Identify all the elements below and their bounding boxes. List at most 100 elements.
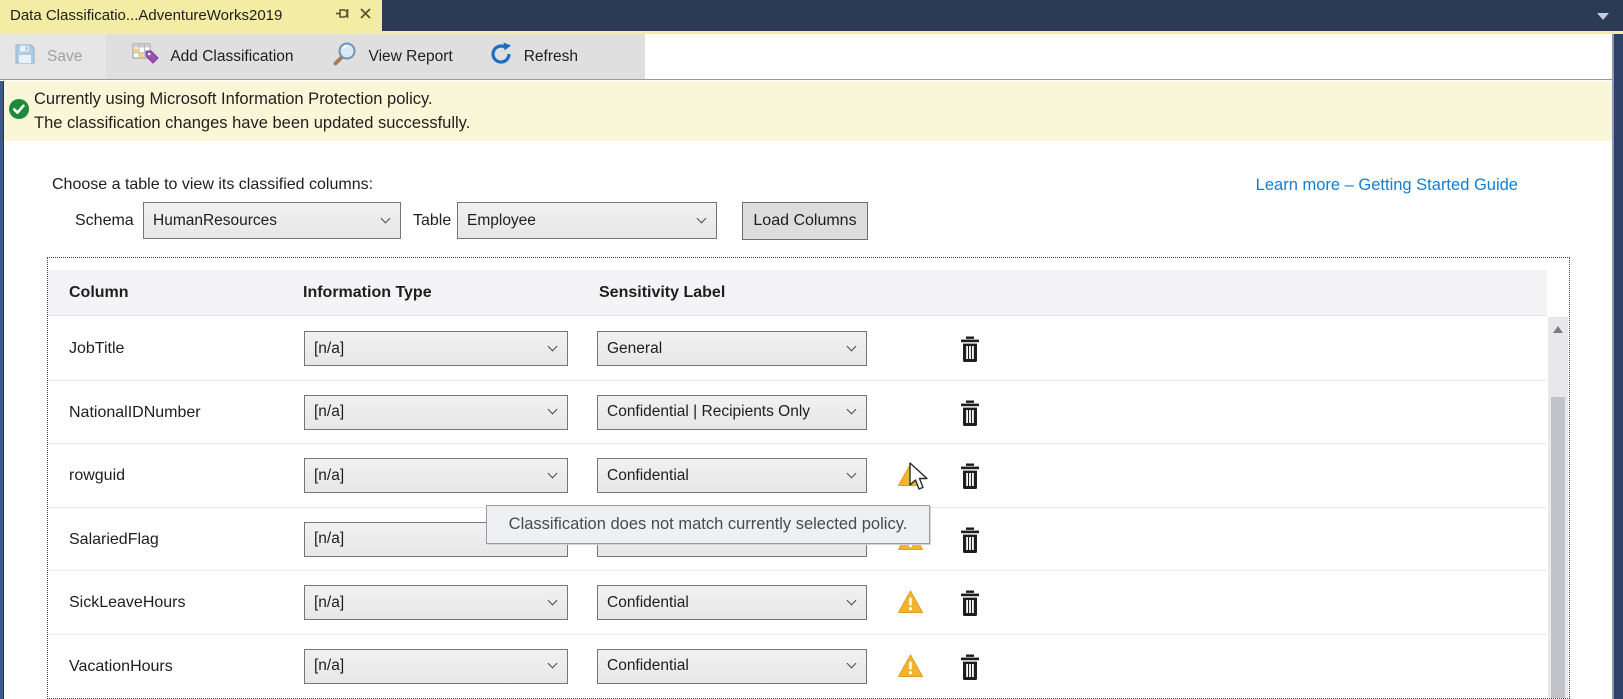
column-name: SickLeaveHours bbox=[69, 594, 186, 612]
warning-icon[interactable] bbox=[897, 653, 924, 680]
scrollbar-thumb[interactable] bbox=[1551, 397, 1565, 698]
column-name: JobTitle bbox=[69, 340, 125, 357]
chevron-down-icon bbox=[547, 404, 558, 415]
choose-table-instruction: Choose a table to view its classified co… bbox=[52, 176, 374, 193]
chevron-down-icon bbox=[547, 595, 558, 606]
chevron-down-icon bbox=[846, 341, 857, 351]
delete-classification-button[interactable] bbox=[958, 527, 982, 553]
table-row: NationalIDNumber [n/a] Confidential | Re… bbox=[48, 380, 1547, 445]
toolbar-row: Save Add Classification bbox=[0, 34, 1612, 80]
close-icon[interactable] bbox=[359, 7, 372, 25]
refresh-button[interactable]: Refresh bbox=[467, 34, 592, 79]
table-value: Employee bbox=[467, 211, 536, 229]
chevron-down-icon bbox=[846, 659, 857, 669]
save-icon bbox=[14, 43, 36, 70]
chevron-down-icon bbox=[547, 659, 558, 669]
view-report-label: View Report bbox=[368, 47, 453, 65]
table-row: VacationHours [n/a] Confidential bbox=[48, 634, 1547, 698]
banner-line2: The classification changes have been upd… bbox=[34, 114, 471, 132]
add-classification-label: Add Classification bbox=[170, 47, 294, 65]
sensitivity-value: General bbox=[607, 339, 663, 357]
information-type-value: [n/a] bbox=[314, 403, 345, 421]
policy-mismatch-tooltip: Classification does not match currently … bbox=[486, 505, 930, 544]
header-sensitivity-label: Sensitivity Label bbox=[599, 284, 726, 301]
information-type-select[interactable]: [n/a] bbox=[304, 331, 568, 366]
status-banner: Currently using Microsoft Information Pr… bbox=[0, 81, 1612, 141]
information-type-value: [n/a] bbox=[314, 339, 345, 357]
information-type-select[interactable]: [n/a] bbox=[304, 458, 568, 494]
delete-classification-button[interactable] bbox=[958, 400, 982, 426]
column-name: SalariedFlag bbox=[69, 530, 159, 548]
chevron-down-icon bbox=[696, 213, 707, 223]
chevron-down-icon bbox=[547, 468, 558, 479]
classification-rows: JobTitle [n/a] General bbox=[48, 317, 1547, 698]
column-name: rowguid bbox=[69, 467, 126, 485]
schema-select[interactable]: HumanResources bbox=[143, 202, 401, 239]
window-list-dropdown-icon[interactable] bbox=[1597, 13, 1609, 20]
tab-data-classification[interactable]: Data Classificatio...AdventureWorks2019 bbox=[0, 0, 382, 31]
tab-underline bbox=[0, 31, 1623, 34]
mouse-cursor bbox=[908, 462, 932, 499]
add-classification-icon bbox=[132, 42, 160, 72]
sensitivity-label-select[interactable]: Confidential bbox=[597, 648, 867, 684]
sensitivity-label-select[interactable]: Confidential | Recipients Only bbox=[597, 394, 867, 430]
delete-classification-button[interactable] bbox=[958, 336, 982, 362]
delete-classification-button[interactable] bbox=[958, 463, 982, 490]
sensitivity-label-select[interactable]: Confidential bbox=[597, 585, 867, 621]
left-edge-strip bbox=[0, 81, 4, 699]
toolbar: Save Add Classification bbox=[0, 34, 645, 79]
save-button[interactable]: Save bbox=[0, 34, 107, 79]
information-type-value: [n/a] bbox=[314, 466, 345, 484]
information-type-value: [n/a] bbox=[314, 657, 345, 675]
schema-value: HumanResources bbox=[153, 211, 278, 229]
chevron-down-icon bbox=[846, 595, 857, 606]
add-classification-button[interactable]: Add Classification bbox=[106, 34, 307, 79]
chevron-down-icon bbox=[380, 213, 391, 223]
refresh-label: Refresh bbox=[523, 47, 578, 65]
column-name: VacationHours bbox=[69, 657, 173, 675]
chevron-down-icon bbox=[846, 404, 857, 415]
classification-table: Column Information Type Sensitivity Labe… bbox=[47, 257, 1570, 699]
vertical-scrollbar[interactable] bbox=[1548, 317, 1568, 698]
table-select[interactable]: Employee bbox=[457, 202, 717, 239]
banner-line1: Currently using Microsoft Information Pr… bbox=[34, 90, 433, 108]
sensitivity-value: Confidential bbox=[607, 466, 689, 484]
chevron-down-icon bbox=[846, 468, 857, 479]
warning-icon[interactable] bbox=[897, 589, 924, 616]
schema-label: Schema bbox=[75, 212, 134, 229]
scroll-up-icon[interactable] bbox=[1553, 326, 1563, 333]
table-header: Column Information Type Sensitivity Labe… bbox=[48, 270, 1547, 316]
tab-title: Data Classificatio...AdventureWorks2019 bbox=[10, 7, 283, 24]
information-type-value: [n/a] bbox=[314, 530, 345, 548]
save-label: Save bbox=[47, 47, 83, 65]
sensitivity-label-select[interactable]: General bbox=[597, 331, 867, 366]
header-information-type: Information Type bbox=[303, 284, 432, 301]
header-column: Column bbox=[69, 284, 129, 301]
information-type-select[interactable]: [n/a] bbox=[304, 648, 568, 684]
refresh-icon bbox=[489, 42, 513, 71]
load-columns-button[interactable]: Load Columns bbox=[742, 202, 868, 240]
table-row: JobTitle [n/a] General bbox=[48, 317, 1547, 381]
column-name: NationalIDNumber bbox=[69, 403, 201, 421]
delete-classification-button[interactable] bbox=[958, 590, 982, 617]
pin-icon[interactable] bbox=[335, 6, 350, 26]
view-report-button[interactable]: View Report bbox=[308, 34, 467, 79]
information-type-value: [n/a] bbox=[314, 593, 345, 611]
sensitivity-value: Confidential bbox=[607, 657, 689, 675]
document-tab-bar: Data Classificatio...AdventureWorks2019 bbox=[0, 0, 1623, 31]
learn-more-link[interactable]: Learn more – Getting Started Guide bbox=[1255, 176, 1518, 194]
right-edge-strip bbox=[1612, 34, 1623, 699]
table-label: Table bbox=[413, 212, 452, 229]
delete-classification-button[interactable] bbox=[958, 654, 982, 680]
sensitivity-value: Confidential | Recipients Only bbox=[607, 403, 811, 421]
magnifier-icon bbox=[332, 41, 358, 72]
table-row: rowguid [n/a] Confidential bbox=[48, 444, 1547, 508]
chevron-down-icon bbox=[547, 341, 558, 351]
success-check-icon bbox=[8, 98, 30, 125]
sensitivity-label-select[interactable]: Confidential bbox=[597, 458, 867, 494]
information-type-select[interactable]: [n/a] bbox=[304, 394, 568, 430]
sensitivity-value: Confidential bbox=[607, 593, 689, 611]
information-type-select[interactable]: [n/a] bbox=[304, 585, 568, 621]
table-row: SickLeaveHours [n/a] Confidential bbox=[48, 571, 1547, 635]
